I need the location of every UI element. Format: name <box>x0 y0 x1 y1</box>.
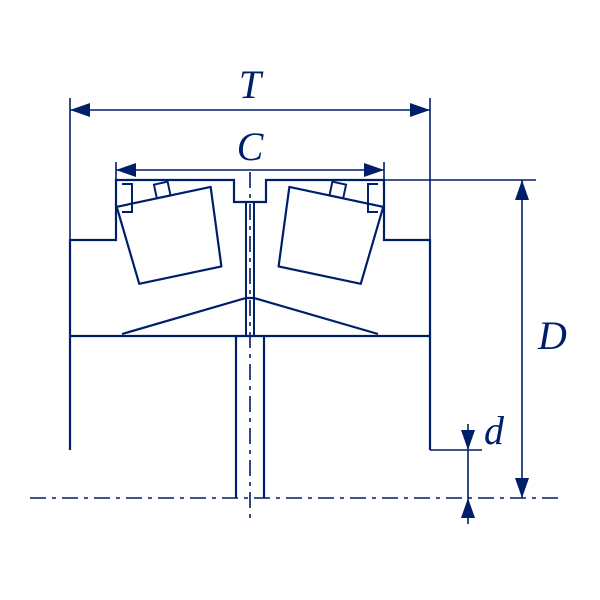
dim-D-label: D <box>537 313 567 358</box>
arrowhead <box>515 478 529 498</box>
tapered-roller <box>114 173 227 285</box>
dim-d-label: d <box>484 408 505 453</box>
arrowhead <box>364 163 384 177</box>
arrowhead <box>70 103 90 117</box>
retainer-bracket <box>122 184 132 212</box>
arrowhead <box>515 180 529 200</box>
retainer-bracket <box>368 184 378 212</box>
arrowhead <box>410 103 430 117</box>
dim-T-label: T <box>239 62 264 107</box>
bearing-cross-section-diagram: TC Dd <box>0 0 600 600</box>
arrowhead <box>116 163 136 177</box>
tapered-roller <box>273 173 386 285</box>
dim-C-label: C <box>237 124 264 169</box>
